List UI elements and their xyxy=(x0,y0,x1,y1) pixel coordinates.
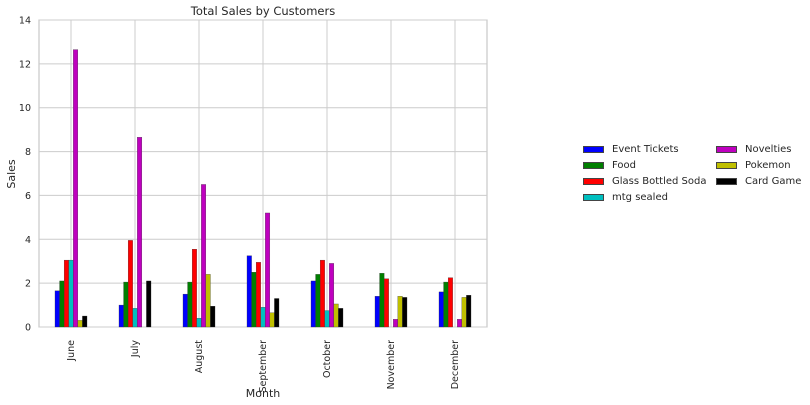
bar-novelties-july xyxy=(137,137,143,328)
bar-pokemon-november xyxy=(397,296,403,328)
x-axis-label: Month xyxy=(246,387,281,400)
y-tick-label: 0 xyxy=(25,323,31,334)
legend-item: Food xyxy=(583,160,716,171)
legend-label: Glass Bottled Soda xyxy=(612,176,707,187)
legend-label: Food xyxy=(612,160,636,171)
x-tick-label: August xyxy=(194,340,205,374)
bar-pokemon-october xyxy=(333,303,339,328)
bar-glass-bottled-soda-july xyxy=(127,240,133,328)
bar-novelties-december xyxy=(457,319,463,328)
x-tick-label: November xyxy=(386,340,397,390)
bar-event-tickets-june xyxy=(54,290,60,328)
bar-mtg-sealed-september xyxy=(260,307,266,328)
y-axis-label: Sales xyxy=(5,159,18,189)
bar-mtg-sealed-october xyxy=(324,310,330,328)
bar-novelties-august xyxy=(201,184,207,328)
bar-glass-bottled-soda-june xyxy=(63,259,69,328)
bar-card-game-september xyxy=(274,298,280,328)
bar-novelties-june xyxy=(73,49,79,328)
bar-card-game-november xyxy=(402,297,408,328)
bar-food-october xyxy=(315,274,321,328)
bar-novelties-november xyxy=(393,319,399,328)
bar-event-tickets-december xyxy=(438,291,444,328)
bar-food-august xyxy=(187,281,193,328)
legend-label: Pokemon xyxy=(745,160,791,171)
grid-lines xyxy=(39,19,487,328)
legend-swatch xyxy=(716,178,737,185)
bar-card-game-june xyxy=(82,315,88,328)
x-tick-label: October xyxy=(322,340,333,378)
bar-glass-bottled-soda-december xyxy=(447,277,453,328)
y-tick-labels: 0 2 4 6 8 10 12 14 xyxy=(19,16,31,334)
bar-event-tickets-august xyxy=(182,293,188,328)
y-tick-label: 2 xyxy=(25,279,31,290)
x-tick-labels: June July August September October November De… xyxy=(66,340,461,393)
x-tick-label: July xyxy=(130,340,141,358)
legend-swatch xyxy=(583,194,604,201)
bar-mtg-sealed-july xyxy=(132,308,138,328)
x-tick-label: September xyxy=(258,340,269,393)
bar-pokemon-august xyxy=(205,274,211,328)
legend-swatch xyxy=(716,146,737,153)
bar-food-june xyxy=(59,280,65,328)
bar-event-tickets-september xyxy=(246,255,252,328)
chart-title: Total Sales by Customers xyxy=(190,4,335,18)
bar-mtg-sealed-june xyxy=(68,259,74,328)
y-tick-label: 12 xyxy=(19,59,31,70)
bar-pokemon-december xyxy=(461,297,467,328)
bar-event-tickets-november xyxy=(374,296,380,328)
bars xyxy=(54,49,472,328)
legend-label: Card Game xyxy=(745,176,802,187)
legend-swatch xyxy=(583,178,604,185)
bar-glass-bottled-soda-august xyxy=(191,249,197,328)
bar-novelties-october xyxy=(329,263,335,328)
legend-item: mtg sealed xyxy=(583,192,716,203)
bar-pokemon-september xyxy=(269,312,275,328)
y-tick-label: 6 xyxy=(25,191,31,202)
bar-card-game-october xyxy=(338,308,344,328)
bar-food-september xyxy=(251,272,257,328)
legend-item: Pokemon xyxy=(716,160,801,171)
legend-swatch xyxy=(583,162,604,169)
bar-food-november xyxy=(379,273,385,328)
y-tick-label: 14 xyxy=(19,16,31,27)
legend: Event Tickets Novelties Food Pokemon Glass B… xyxy=(583,144,801,203)
y-tick-label: 10 xyxy=(19,103,31,114)
bar-food-july xyxy=(123,281,129,328)
bar-glass-bottled-soda-november xyxy=(383,278,389,328)
bar-glass-bottled-soda-september xyxy=(255,262,261,328)
bar-card-game-july xyxy=(146,280,152,328)
legend-item: Card Game xyxy=(716,176,801,187)
x-tick-label: December xyxy=(450,340,461,389)
bar-novelties-september xyxy=(265,212,271,328)
bar-mtg-sealed-august xyxy=(196,318,202,328)
y-tick-label: 8 xyxy=(25,147,31,158)
y-tick-label: 4 xyxy=(25,235,31,246)
bar-pokemon-june xyxy=(77,320,83,328)
bar-card-game-august xyxy=(210,306,216,328)
legend-item: Glass Bottled Soda xyxy=(583,176,716,187)
legend-label: mtg sealed xyxy=(612,192,668,203)
legend-label: Event Tickets xyxy=(612,144,679,155)
legend-swatch xyxy=(716,162,737,169)
bar-glass-bottled-soda-october xyxy=(319,259,325,328)
x-tick-label: June xyxy=(66,340,77,362)
bar-food-december xyxy=(443,281,449,328)
bar-event-tickets-july xyxy=(118,304,124,328)
bar-card-game-december xyxy=(466,295,472,328)
legend-item: Event Tickets xyxy=(583,144,716,155)
bar-event-tickets-october xyxy=(310,280,316,328)
legend-label: Novelties xyxy=(745,144,792,155)
legend-item: Novelties xyxy=(716,144,801,155)
legend-swatch xyxy=(583,146,604,153)
